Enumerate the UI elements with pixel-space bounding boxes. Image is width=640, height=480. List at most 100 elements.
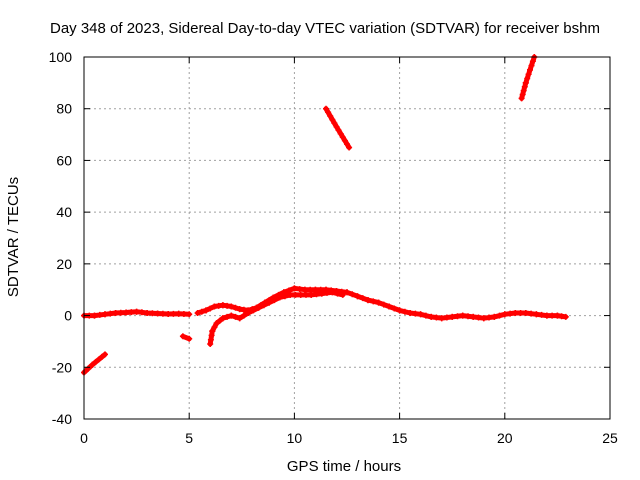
data-point-marker — [250, 307, 257, 314]
data-point-marker — [128, 309, 135, 316]
data-point-marker — [198, 308, 205, 315]
data-point-marker — [207, 305, 214, 312]
data-point-marker — [517, 310, 524, 316]
data-point-marker — [307, 286, 314, 293]
data-point-marker — [549, 312, 556, 319]
data-point-marker — [412, 310, 419, 317]
data-point-marker — [422, 312, 429, 319]
data-point-marker — [339, 291, 346, 298]
data-point-marker — [333, 123, 340, 130]
data-point-marker — [407, 310, 414, 316]
data-point-marker — [175, 310, 182, 317]
data-point-marker — [518, 95, 525, 102]
data-point-marker — [224, 313, 231, 320]
data-point-marker — [465, 313, 471, 320]
data-point-marker — [512, 310, 519, 316]
data-point-marker — [375, 299, 382, 306]
data-point-marker — [454, 313, 461, 320]
data-point-marker — [533, 311, 540, 318]
data-point-marker — [123, 309, 130, 316]
data-point-marker — [89, 361, 96, 368]
data-point-marker — [312, 286, 319, 293]
data-point-marker — [260, 302, 267, 309]
data-point-marker — [170, 310, 177, 317]
data-point-marker — [341, 137, 348, 144]
data-point-marker — [91, 312, 98, 319]
data-point-marker — [470, 313, 477, 320]
data-point-marker — [291, 285, 298, 292]
data-point-marker — [138, 309, 145, 316]
data-point-marker — [95, 356, 102, 363]
data-point-marker — [438, 315, 445, 322]
data-point-marker — [331, 120, 338, 127]
data-point-marker — [232, 304, 239, 311]
data-point-marker — [538, 311, 545, 318]
x-tick-labels: 0 5 10 15 20 25 — [80, 430, 618, 446]
data-point-marker — [228, 303, 235, 310]
data-point-marker — [522, 79, 529, 86]
data-point-marker — [85, 365, 92, 372]
data-point-marker — [428, 313, 435, 320]
data-point-marker — [386, 303, 393, 310]
data-point-marker — [507, 310, 514, 317]
series-segment-1 — [81, 351, 108, 376]
data-point-marker — [228, 312, 235, 319]
data-point-marker — [179, 333, 186, 340]
data-point-marker — [528, 310, 535, 317]
data-point-marker — [417, 311, 424, 318]
data-point-marker — [286, 287, 293, 294]
data-point-marker — [520, 87, 527, 94]
data-point-marker — [475, 314, 482, 321]
data-point-marker — [339, 134, 346, 141]
data-point-marker — [117, 309, 124, 316]
data-point-marker — [209, 328, 216, 335]
data-point-marker — [154, 310, 161, 317]
data-point-marker — [98, 353, 105, 360]
data-point-marker — [297, 291, 304, 298]
y-tick-label-7: 100 — [49, 49, 73, 65]
data-point-marker — [344, 141, 350, 148]
grid — [84, 57, 610, 419]
data-point-marker — [133, 308, 140, 315]
data-point-marker — [344, 289, 350, 296]
data-point-marker — [281, 293, 288, 300]
y-tick-label-2: 0 — [64, 308, 72, 324]
data-point-marker — [528, 62, 535, 69]
plot-frame — [83, 56, 611, 420]
x-tick-label-5: 25 — [602, 430, 618, 446]
y-tick-labels: -40 -20 0 20 40 60 80 100 — [49, 49, 73, 427]
data-point-marker — [524, 75, 531, 82]
series-segment-7 — [518, 54, 538, 102]
x-axis-title: GPS time / hours — [287, 458, 401, 475]
data-point-marker — [318, 290, 325, 297]
data-point-marker — [380, 301, 387, 308]
chart-title: Day 348 of 2023, Sidereal Day-to-day VTE… — [50, 20, 600, 37]
data-point-marker — [365, 297, 371, 304]
data-point-marker — [396, 307, 403, 314]
x-tick-label-3: 15 — [392, 430, 408, 446]
data-point-marker — [102, 311, 108, 318]
data-point-marker — [401, 308, 408, 315]
data-point-marker — [519, 91, 526, 98]
y-tick-label-0: -40 — [52, 411, 72, 427]
data-point-marker — [329, 289, 336, 296]
data-point-marker — [219, 315, 226, 322]
data-point-marker — [327, 113, 334, 119]
data-point-marker — [337, 130, 344, 137]
data-point-marker — [449, 313, 456, 320]
y-tick-label-3: 20 — [56, 256, 72, 272]
y-tick-label-6: 80 — [56, 101, 72, 117]
data-point-marker — [276, 294, 283, 301]
data-point-marker — [266, 299, 273, 306]
data-point-marker — [186, 335, 193, 342]
x-tick-label-2: 10 — [287, 430, 303, 446]
data-point-marker — [334, 290, 341, 297]
data-point-marker — [165, 311, 172, 317]
data-point-marker — [102, 351, 108, 358]
data-point-marker — [543, 312, 550, 319]
data-point-marker — [443, 314, 450, 321]
data-point-marker — [529, 58, 536, 65]
data-point-marker — [521, 83, 528, 90]
